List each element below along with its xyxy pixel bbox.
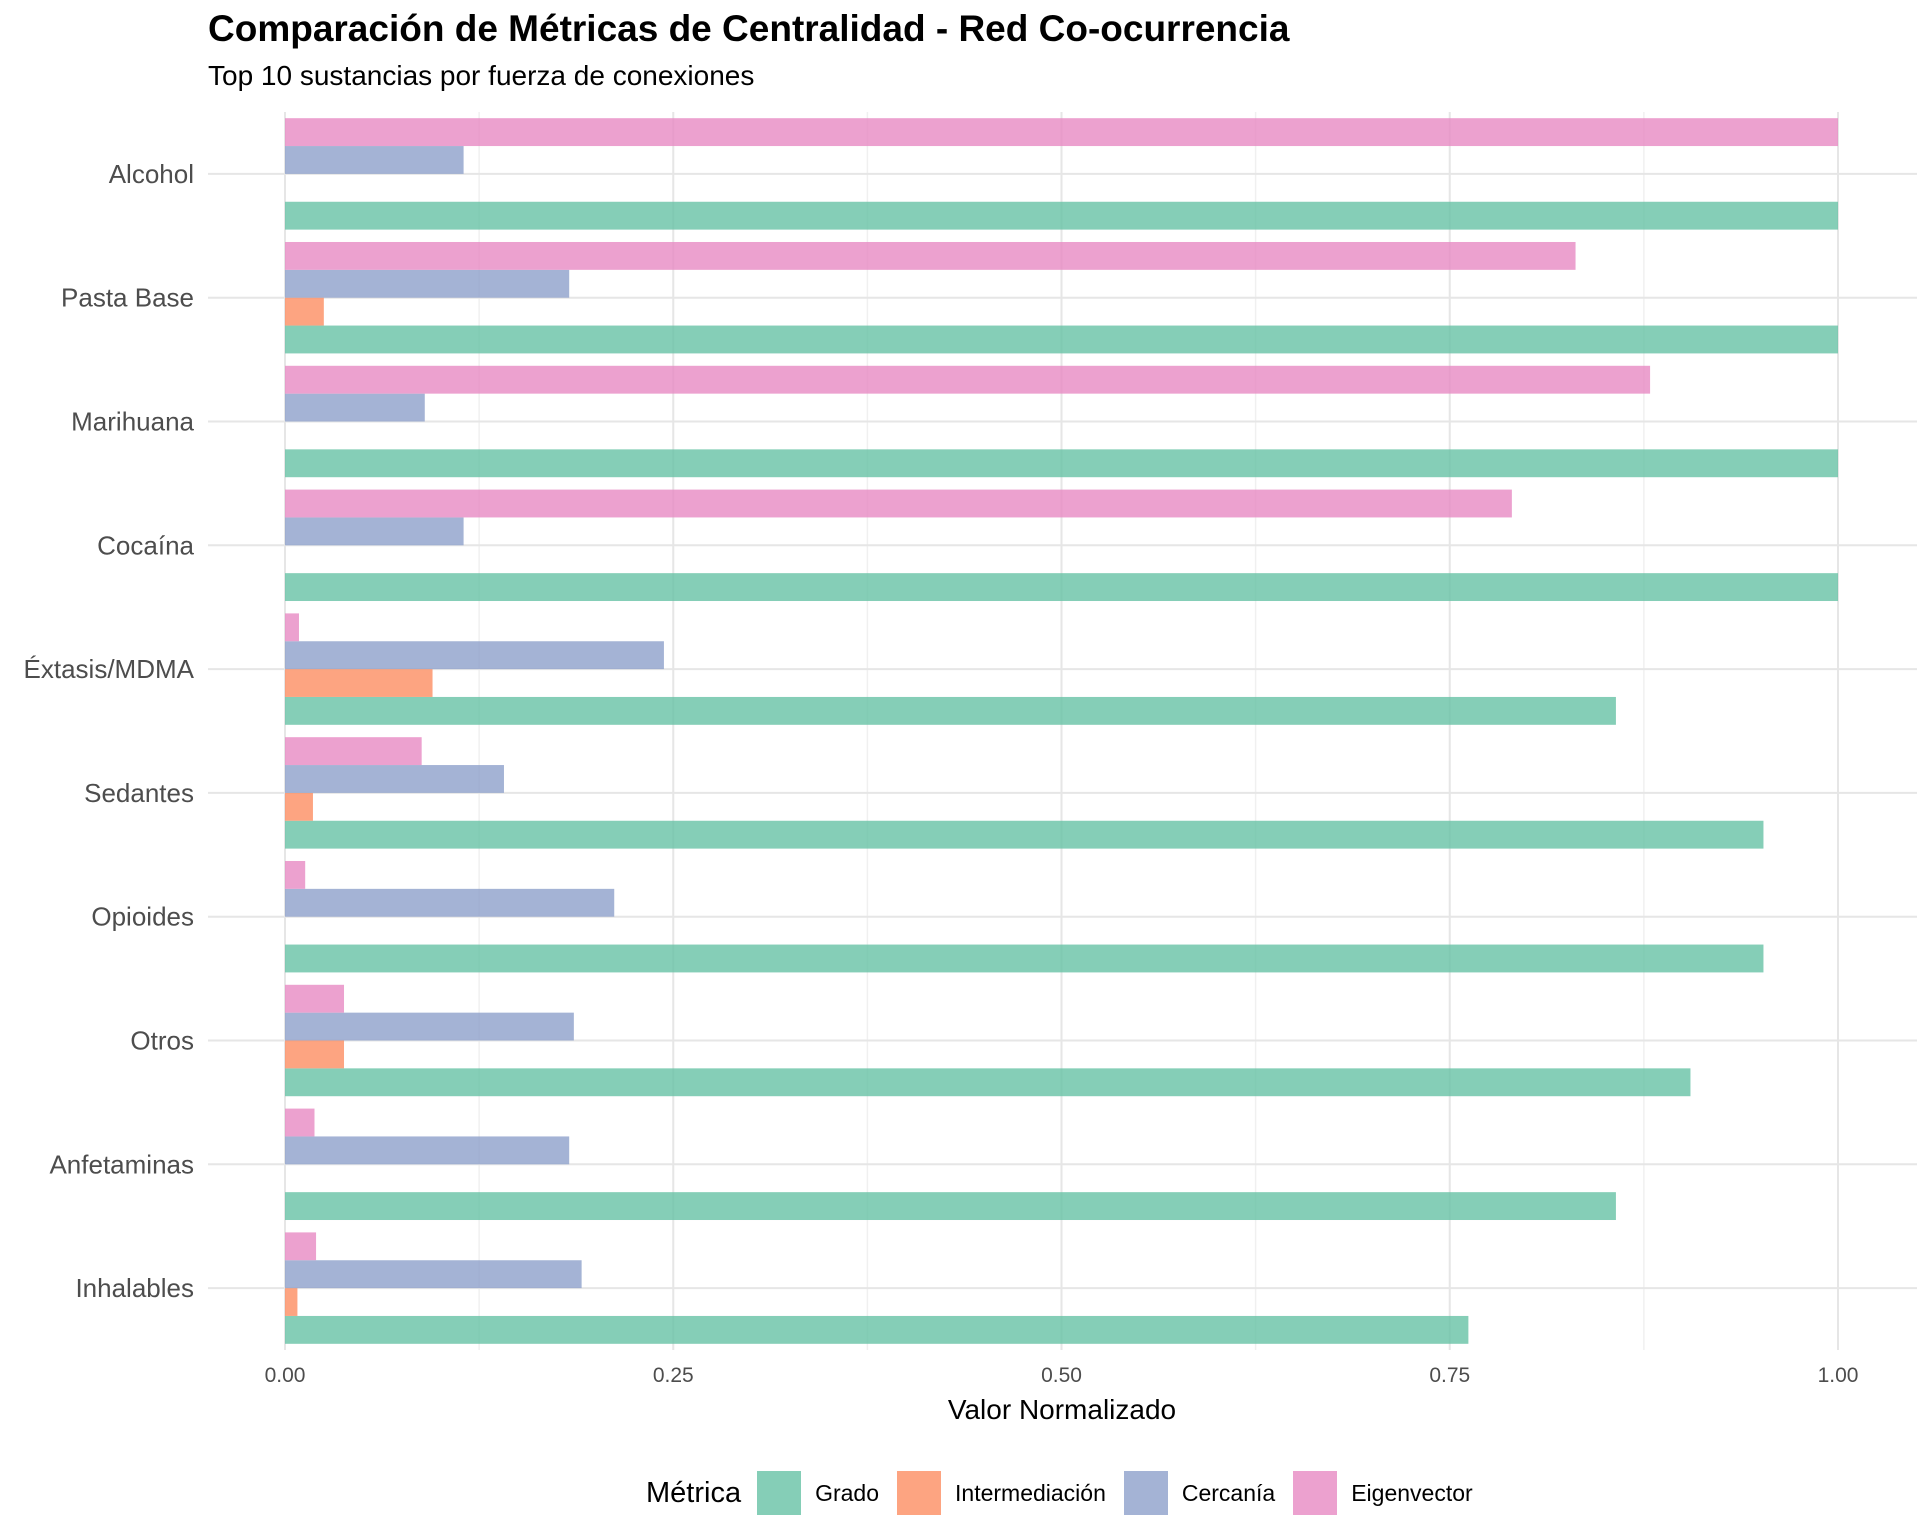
bar (285, 860, 306, 889)
bar (285, 1192, 1616, 1221)
bar (285, 1040, 345, 1069)
bars (285, 118, 1838, 1344)
bar (285, 325, 1838, 354)
chart-subtitle: Top 10 sustancias por fuerza de conexion… (208, 60, 755, 91)
legend-item: Eigenvector (1293, 1471, 1473, 1515)
bar (285, 241, 1576, 270)
x-tick-label: 0.25 (653, 1364, 694, 1387)
y-axis-labels: Alcohol Pasta Base Marihuana Cocaína Éxtasis… (24, 159, 195, 1303)
legend-title: Métrica (646, 1476, 742, 1509)
legend-item: Intermediación (897, 1471, 1106, 1515)
y-tick-label: Cocaína (97, 530, 194, 560)
legend-label: Grado (815, 1479, 880, 1506)
bar (285, 1315, 1469, 1344)
bar (285, 573, 1838, 602)
y-tick-label: Opioides (91, 902, 194, 932)
bar (285, 613, 299, 642)
legend-key (897, 1471, 942, 1515)
bar (285, 365, 1651, 394)
x-tick-label: 0.75 (1429, 1364, 1470, 1387)
bar (285, 641, 664, 670)
legend-label: Cercanía (1181, 1479, 1276, 1506)
y-tick-label: Pasta Base (61, 283, 194, 313)
bar (285, 696, 1616, 725)
bar (285, 201, 1838, 230)
bar (285, 489, 1512, 518)
legend-key (1293, 1471, 1338, 1515)
bar (285, 765, 504, 793)
bar (285, 792, 313, 821)
x-axis-title: Valor Normalizado (948, 1394, 1176, 1425)
bar (285, 146, 464, 174)
bar (285, 297, 324, 326)
legend-key (1123, 1471, 1168, 1515)
bar (285, 1068, 1691, 1097)
x-tick-label: 1.00 (1818, 1364, 1859, 1387)
bar (285, 737, 422, 766)
legend-item: Grado (757, 1471, 879, 1515)
y-tick-label: Alcohol (109, 159, 194, 189)
legend-label: Eigenvector (1351, 1479, 1473, 1506)
bar (285, 1136, 570, 1165)
bar (285, 517, 464, 546)
y-tick-label: Anfetaminas (49, 1149, 194, 1179)
x-tick-label: 0.50 (1041, 1364, 1082, 1387)
y-tick-label: Otros (130, 1026, 194, 1056)
legend-label: Intermediación (955, 1479, 1106, 1506)
bar (285, 669, 433, 697)
bar (285, 269, 570, 298)
x-axis-labels: 0.00 0.25 0.50 0.75 1.00 (265, 1364, 1859, 1387)
bar (285, 1012, 574, 1041)
chart-title: Comparación de Métricas de Centralidad -… (208, 8, 1290, 49)
legend: Métrica Grado Intermediación Cercanía Eigen… (646, 1470, 1491, 1516)
y-tick-label: Éxtasis/MDMA (24, 654, 195, 684)
bar (285, 393, 425, 422)
bar (285, 1108, 315, 1137)
bar (285, 1288, 298, 1316)
bar (285, 888, 615, 917)
y-tick-label: Marihuana (71, 407, 194, 437)
y-tick-label: Sedantes (84, 778, 194, 808)
bar (285, 118, 1838, 147)
legend-item: Cercanía (1123, 1471, 1276, 1515)
y-tick-label: Inhalables (75, 1273, 194, 1303)
bar (285, 820, 1764, 849)
bar (285, 1232, 317, 1261)
x-tick-label: 0.00 (265, 1364, 306, 1387)
bar (285, 944, 1764, 973)
bar (285, 984, 345, 1013)
legend-key (757, 1471, 802, 1515)
bar-chart: Alcohol Pasta Base Marihuana Cocaína Éxtasis… (24, 112, 1917, 1425)
bar (285, 449, 1838, 478)
bar (285, 1260, 582, 1289)
